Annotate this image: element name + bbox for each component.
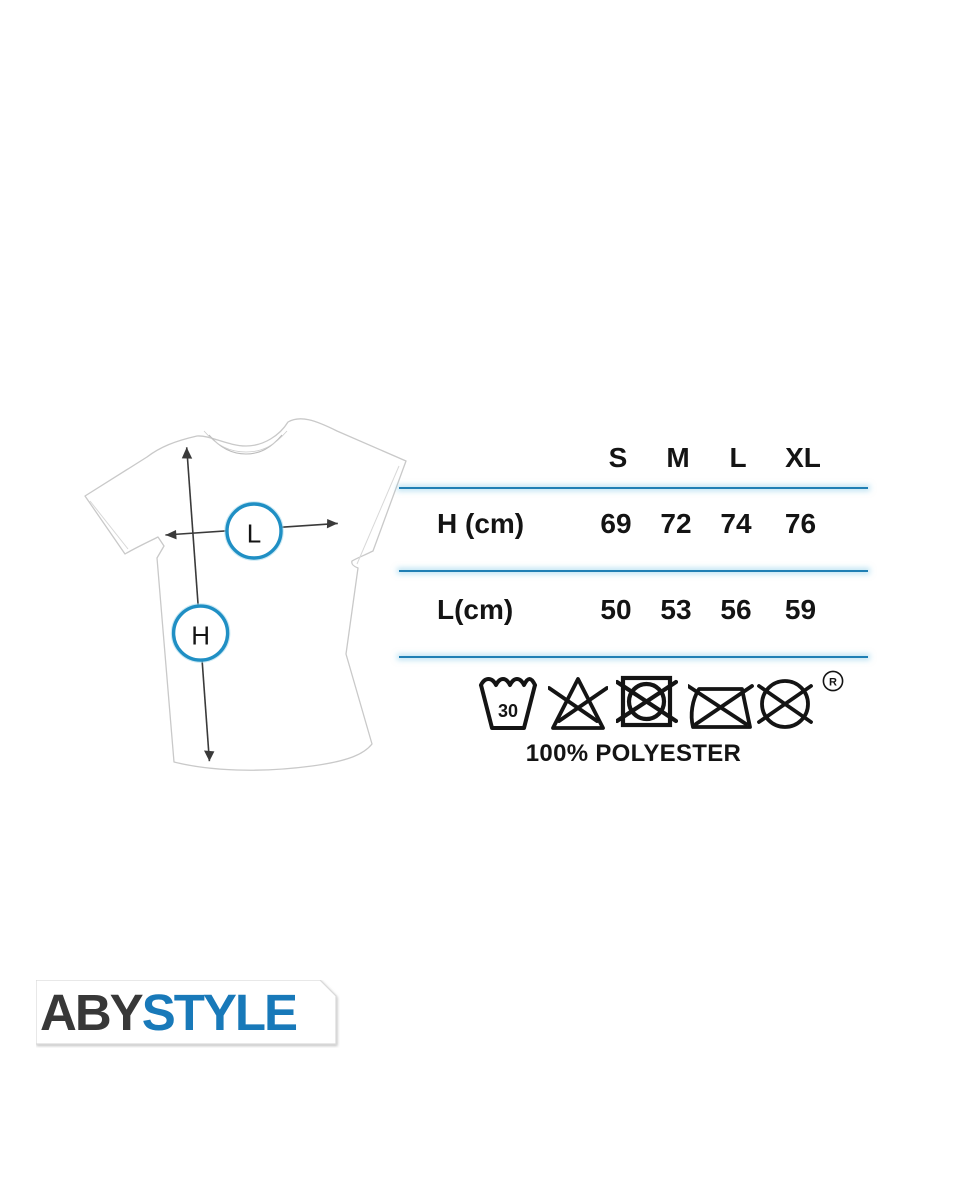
svg-text:R: R xyxy=(829,677,837,689)
svg-text:30: 30 xyxy=(498,701,518,721)
svg-text:ABYSTYLE: ABYSTYLE xyxy=(40,984,297,1041)
svg-text:H: H xyxy=(191,621,210,651)
svg-text:L: L xyxy=(247,519,261,549)
